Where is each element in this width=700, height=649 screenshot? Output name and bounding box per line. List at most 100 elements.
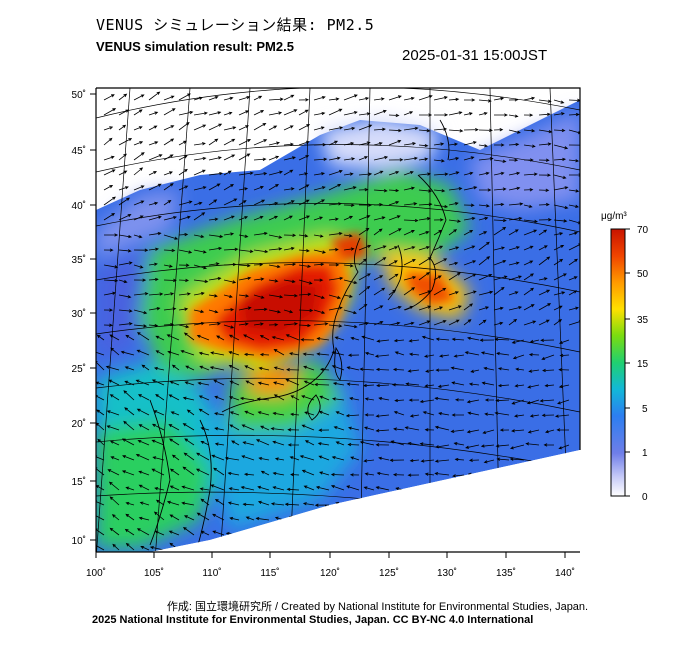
wind-arrow [361,335,375,341]
wind-arrow [133,200,145,206]
wind-arrow [454,398,465,402]
wind-arrow [448,157,460,161]
lon-label: 115˚ [260,567,279,579]
wind-arrow [223,232,235,236]
wind-arrow [347,442,360,447]
wind-arrow [314,503,330,507]
wind-arrow [136,332,150,341]
wind-arrow [193,156,207,161]
wind-arrow [418,290,432,296]
wind-arrow [403,218,419,223]
wind-arrow [148,307,161,311]
wind-arrow [255,439,270,446]
wind-arrow [151,468,165,476]
wind-arrow [409,458,420,463]
wind-arrow [466,336,480,341]
wind-arrow [96,500,105,506]
wind-arrow [253,122,267,131]
wind-arrow [478,231,488,236]
wind-arrow [133,278,147,282]
wind-arrow [334,336,345,341]
wind-arrow [193,309,205,314]
wind-arrow [223,308,235,312]
wind-arrow [418,257,432,266]
wind-arrow [273,381,285,386]
wind-arrow [553,273,567,281]
wind-arrow [480,444,495,448]
wind-arrow [301,469,315,476]
wind-arrow [343,111,358,116]
wind-arrow [463,186,478,191]
wind-arrow [388,128,402,133]
wind-arrow [178,155,188,161]
wind-arrow [527,384,540,389]
wind-arrow [448,111,463,116]
wind-arrow [208,234,224,239]
wind-arrow [403,142,417,146]
wind-arrow [178,140,188,146]
wind-arrow [568,243,580,251]
wind-arrow [463,303,474,311]
wind-arrow [358,188,369,192]
wind-arrow [373,216,386,221]
wind-arrow [328,184,342,191]
wind-arrow [268,201,279,206]
lat-label: 20˚ [72,418,86,430]
wind-arrow [463,260,477,266]
wind-arrow [196,452,210,461]
wind-arrow [314,382,330,387]
wind-arrow [133,141,144,146]
wind-arrow [268,264,281,269]
wind-arrow [478,216,489,221]
wind-arrow [330,485,345,491]
wind-arrow [330,472,345,477]
wind-arrow [109,394,120,401]
wind-arrow [148,183,162,191]
wind-arrow [493,321,504,326]
wind-arrow [163,171,173,176]
wind-arrow [418,272,430,281]
wind-arrow [373,170,384,176]
wind-arrow [303,380,315,386]
wind-arrow [544,383,555,388]
wind-arrow [463,319,472,326]
wind-arrow [229,411,240,416]
wind-arrow [223,111,233,116]
wind-arrow [302,352,315,356]
wind-arrow [418,95,433,101]
wind-arrow [241,455,255,461]
wind-arrow [223,279,237,284]
wind-arrow [358,303,368,311]
wind-arrow [553,204,569,210]
wind-arrow [259,335,270,341]
wind-arrow [538,129,553,134]
wind-arrow [178,200,193,206]
wind-arrow [193,186,207,191]
wind-arrow [553,186,569,191]
wind-arrow [253,307,268,312]
wind-arrow [545,429,555,434]
wind-arrow [328,169,343,176]
wind-arrow [463,112,473,116]
wind-arrow [163,248,176,253]
wind-arrow [168,394,180,401]
wind-arrow [554,414,570,418]
wind-arrow [178,110,194,116]
wind-arrow [125,542,135,551]
wind-arrow [451,337,465,341]
wind-arrow [298,215,311,221]
wind-arrow [433,306,444,311]
wind-arrow [448,129,464,133]
wind-arrow [138,394,150,401]
wind-arrow [253,249,269,254]
wind-arrow [137,440,150,446]
wind-arrow [270,427,285,431]
wind-arrow [448,171,460,176]
wind-arrow [376,471,390,476]
wind-arrow [208,96,219,101]
wind-arrow [538,218,552,222]
wind-arrow [154,487,165,491]
wind-arrow [508,318,518,326]
wind-arrow [346,485,360,491]
wind-arrow [433,287,447,296]
